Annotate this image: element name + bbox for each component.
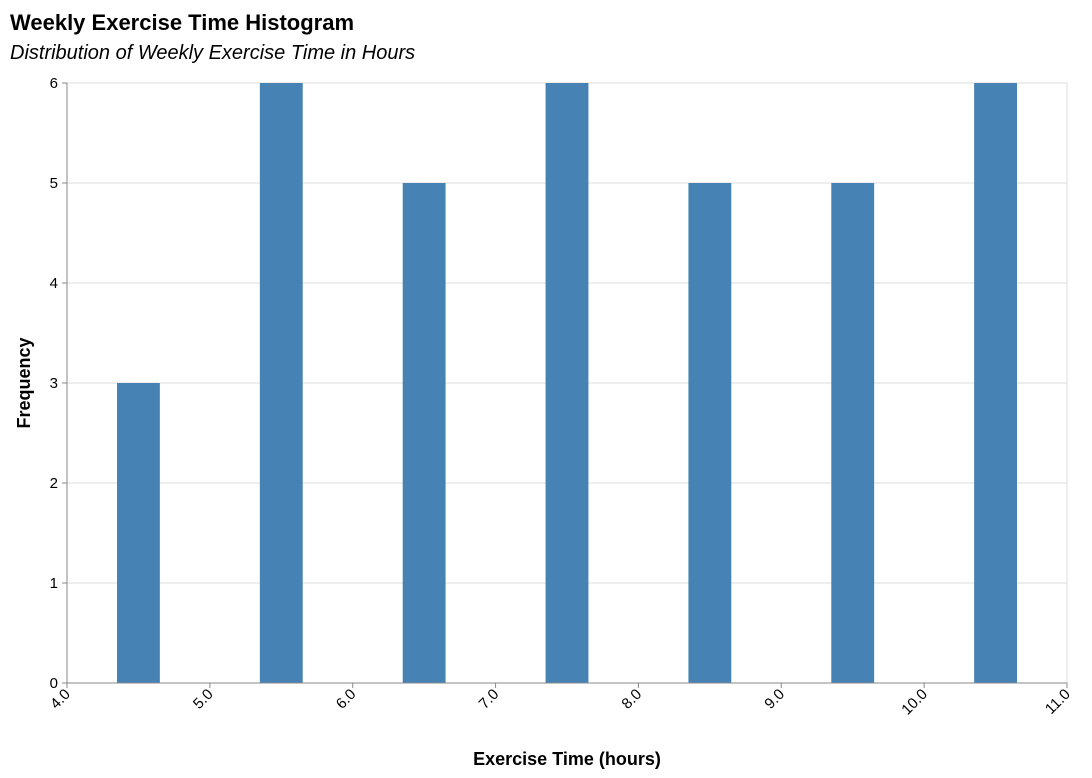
x-tick-label: 8.0 [618,686,645,713]
x-axis: 4.0 5.0 6.0 7.0 8.0 9.0 10.0 11.0 [47,682,1074,719]
bars [117,83,1017,683]
y-tick-label: 2 [50,475,58,492]
y-tick-label: 3 [50,375,58,392]
x-tick-label: 9.0 [761,686,788,713]
y-axis: 0 1 2 3 4 5 6 [50,75,68,692]
histogram-bar [117,383,160,683]
histogram-bar [831,183,875,683]
histogram-bar [688,183,732,683]
x-tick-label: 6.0 [333,686,360,713]
y-tick-label: 4 [50,275,58,292]
chart-title: Weekly Exercise Time Histogram [10,10,354,35]
histogram-bar [974,83,1017,683]
x-tick-label: 7.0 [476,686,503,713]
chart-subtitle: Distribution of Weekly Exercise Time in … [10,42,415,64]
x-tick-label: 10.0 [898,686,931,719]
y-tick-label: 1 [50,575,58,592]
histogram-bar [259,83,303,683]
histogram-bar [545,83,589,683]
x-axis-title: Exercise Time (hours) [473,749,661,769]
x-tick-label: 11.0 [1042,686,1074,718]
histogram-bar [402,183,446,683]
x-tick-label: 5.0 [190,686,217,713]
y-tick-label: 5 [50,175,58,192]
y-axis-title: Frequency [14,337,34,428]
y-tick-label: 0 [50,675,58,692]
y-tick-label: 6 [50,75,58,92]
